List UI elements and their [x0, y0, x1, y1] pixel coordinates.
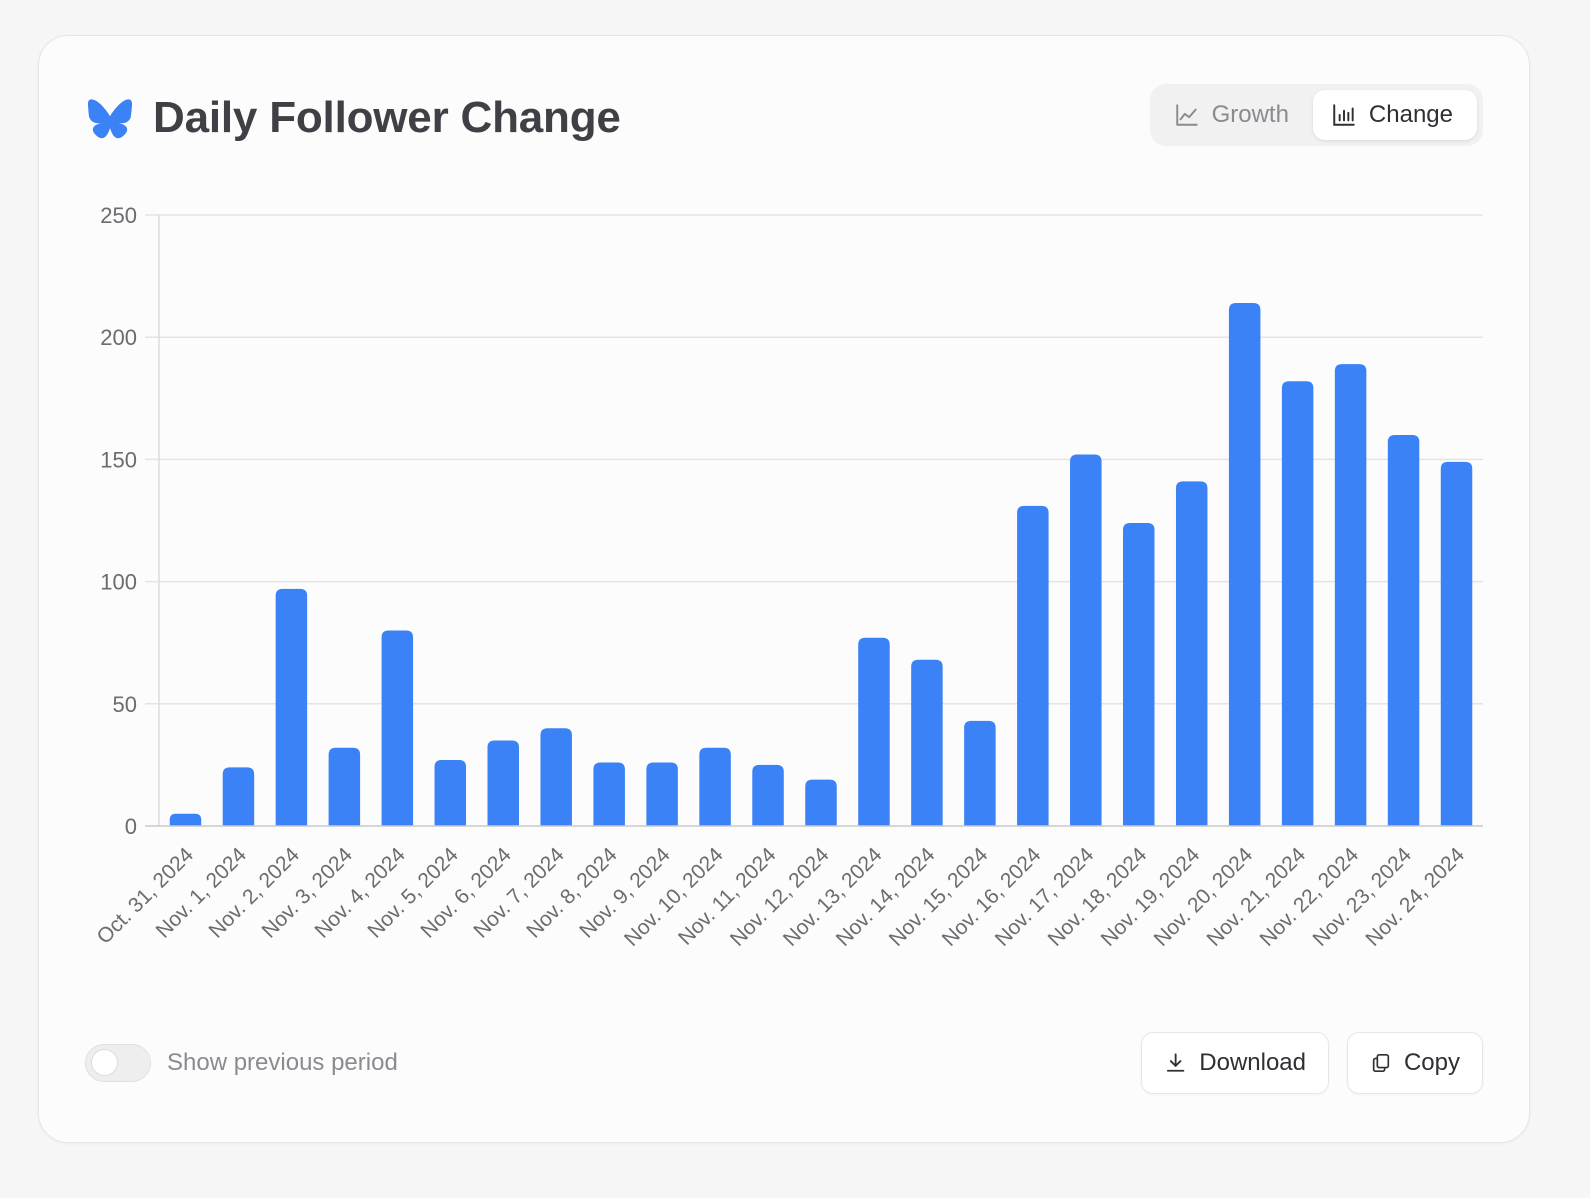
- copy-button[interactable]: Copy: [1347, 1032, 1483, 1094]
- bar: [1334, 364, 1367, 826]
- change-tab[interactable]: Change: [1312, 90, 1477, 140]
- bar: [169, 813, 202, 826]
- download-icon: [1166, 1053, 1185, 1072]
- line-chart-icon: [1175, 104, 1198, 126]
- bar: [381, 630, 414, 826]
- download-button[interactable]: Download: [1141, 1032, 1329, 1094]
- bar: [1228, 302, 1261, 826]
- card-header: Daily Follower Change: [87, 88, 621, 148]
- bar: [699, 747, 731, 826]
- y-tick-label: 100: [100, 570, 137, 595]
- chart-title: Daily Follower Change: [153, 93, 621, 142]
- bar: [1281, 381, 1314, 826]
- y-tick-label: 50: [113, 692, 137, 717]
- bar: [964, 720, 996, 826]
- growth-tab-label: Growth: [1211, 101, 1289, 128]
- bar: [1440, 461, 1473, 826]
- bar: [593, 762, 625, 826]
- bar: [540, 728, 572, 826]
- y-tick-label: 0: [125, 814, 137, 839]
- bar: [646, 762, 678, 826]
- bar: [222, 767, 255, 826]
- bar: [858, 637, 890, 826]
- bar: [1017, 505, 1049, 826]
- y-tick-label: 200: [100, 325, 137, 350]
- growth-tab[interactable]: Growth: [1156, 90, 1313, 140]
- change-tab-label: Change: [1368, 101, 1453, 128]
- bar: [275, 588, 308, 826]
- bar: [911, 659, 943, 826]
- y-tick-label: 250: [100, 203, 137, 228]
- previous-period-switch[interactable]: [85, 1044, 151, 1082]
- previous-period-label: Show previous period: [167, 1049, 398, 1076]
- copy-icon: [1372, 1053, 1390, 1073]
- follower-change-card: Daily Follower Change Growth Change 0 50 1…: [38, 35, 1530, 1143]
- bar: [1175, 481, 1208, 826]
- bar: [805, 779, 837, 826]
- download-label: Download: [1199, 1049, 1306, 1076]
- bar-chart-icon: [1333, 104, 1355, 126]
- y-tick-label: 150: [100, 447, 137, 472]
- bar: [434, 760, 467, 826]
- bar: [752, 764, 784, 826]
- bar: [1387, 434, 1420, 826]
- bar: [487, 740, 519, 826]
- view-toggle: Growth Change: [1149, 84, 1483, 146]
- bar: [1070, 454, 1102, 826]
- bar: [328, 747, 361, 826]
- copy-label: Copy: [1403, 1049, 1460, 1076]
- previous-period-toggle-row: Show previous period: [85, 1044, 398, 1082]
- bar: [1123, 522, 1155, 826]
- switch-knob: [91, 1049, 118, 1076]
- butterfly-icon: [87, 99, 133, 139]
